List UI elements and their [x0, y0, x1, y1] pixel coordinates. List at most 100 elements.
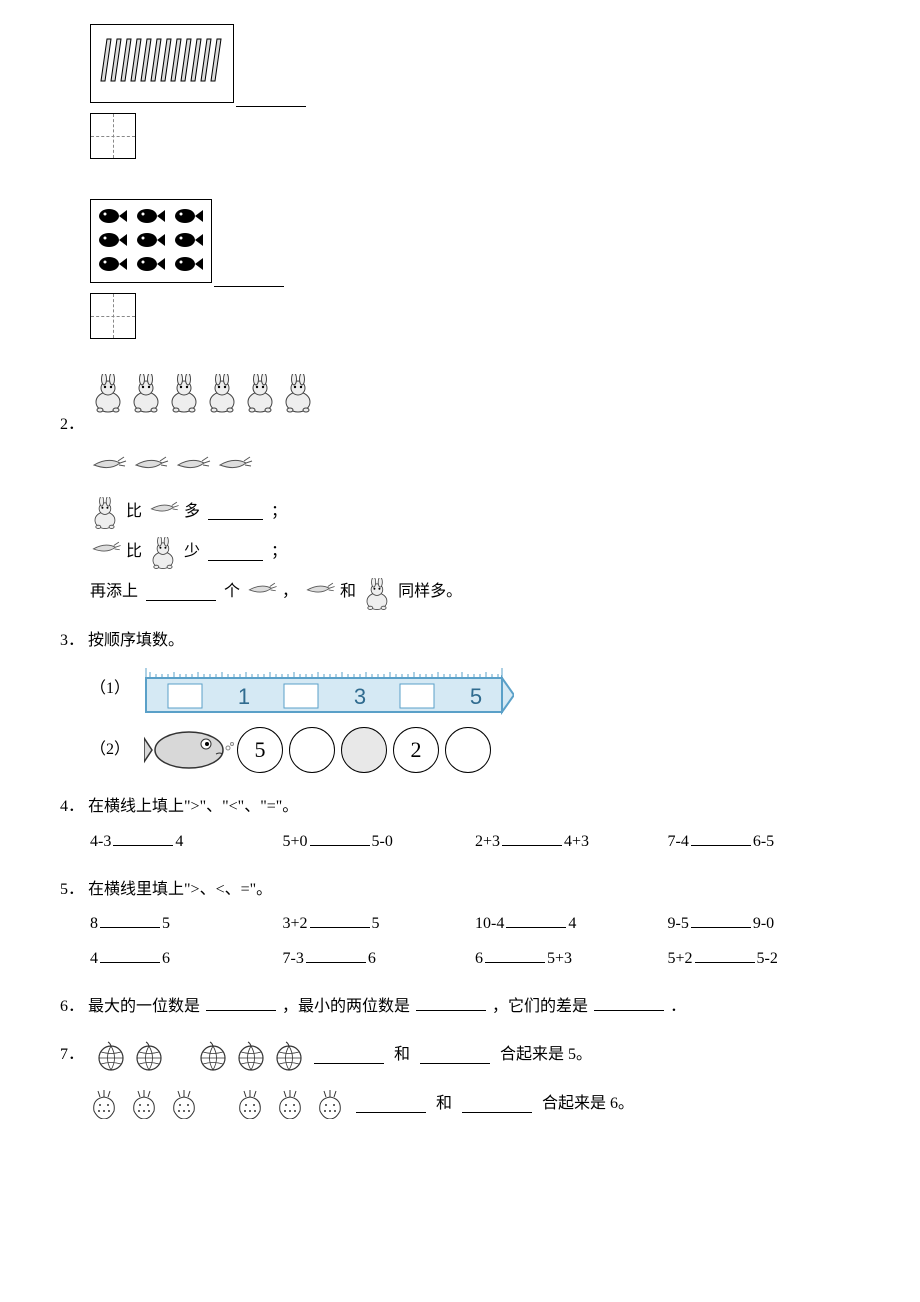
q5-blank[interactable] — [306, 946, 366, 963]
expr: 7-4 — [668, 833, 689, 850]
q2-line1: 比 多 ； — [90, 497, 860, 527]
fish-icon — [173, 206, 205, 228]
q2-blank-2[interactable] — [208, 544, 263, 561]
q6-blank-1[interactable] — [206, 994, 276, 1011]
semicolon: ； — [271, 537, 287, 567]
strawberry-icon — [314, 1089, 346, 1119]
q3-title: 按顺序填数。 — [88, 632, 184, 649]
q2-number: 2． — [60, 416, 84, 433]
text: 个 — [224, 577, 240, 607]
expr: 5+0 — [283, 833, 308, 850]
pencils-icon — [97, 31, 227, 85]
text: 最大的一位数是 — [88, 998, 200, 1015]
q5-blank[interactable] — [695, 946, 755, 963]
q3: 3． 按顺序填数。 （1） 1 3 5 — [60, 626, 860, 774]
q6-number: 6． — [60, 998, 84, 1015]
q4-blank[interactable] — [502, 829, 562, 846]
carrot-icon — [148, 497, 178, 527]
q5-row2: 46 7-36 65+3 5+25-2 — [90, 944, 860, 974]
carrot-icon — [216, 451, 252, 487]
text: 和 — [340, 577, 356, 607]
q6-blank-3[interactable] — [594, 994, 664, 1011]
fish-icon — [173, 230, 205, 252]
text-duo: 多 — [184, 497, 200, 527]
expr: 6 — [368, 950, 376, 967]
q5-number: 5． — [60, 881, 84, 898]
q2-line2: 比 少 ； — [90, 537, 860, 567]
text: 同样多。 — [398, 577, 462, 607]
bigfish-icon — [144, 726, 234, 774]
fish-icon — [135, 206, 167, 228]
rabbit-icon — [128, 374, 164, 410]
expr: 2+3 — [475, 833, 500, 850]
q4-blank[interactable] — [113, 829, 173, 846]
q3-sub1-label: （1） — [90, 674, 144, 704]
q3-sub1: （1） 1 3 5 — [90, 662, 860, 716]
q1-fish — [60, 195, 860, 356]
q1-pencils-answer-grid[interactable] — [90, 113, 136, 159]
q5-blank[interactable] — [691, 911, 751, 928]
q2-blank-1[interactable] — [208, 503, 263, 520]
q1-fish-answer-grid[interactable] — [90, 293, 136, 339]
q6: 6． 最大的一位数是 ，最小的两位数是 ，它们的差是 ． — [60, 992, 860, 1022]
semicolon: ； — [271, 497, 287, 527]
expr: 4 — [175, 833, 183, 850]
q5-blank[interactable] — [485, 946, 545, 963]
q4-title: 在横线上填上">"、"<"、"="。 — [88, 798, 298, 815]
fish-icon — [97, 254, 129, 276]
q2-blank-3[interactable] — [146, 584, 216, 601]
q5-blank[interactable] — [506, 911, 566, 928]
rabbit-icon — [90, 497, 120, 527]
q4-blank[interactable] — [691, 829, 751, 846]
expr: 4-3 — [90, 833, 111, 850]
rabbit-icon — [166, 374, 202, 410]
q5-row1: 85 3+25 10-44 9-59-0 — [90, 909, 860, 939]
strawberry-icon — [88, 1089, 120, 1119]
text-bi: 比 — [126, 497, 142, 527]
rabbit-icon — [90, 374, 126, 410]
expr: 5-2 — [757, 950, 778, 967]
expr: 10-4 — [475, 915, 504, 932]
circle-blank[interactable] — [289, 727, 335, 773]
ruler-label-5: 5 — [470, 684, 482, 709]
expr: 5 — [372, 915, 380, 932]
q5-blank[interactable] — [100, 946, 160, 963]
text: ， — [282, 577, 298, 607]
q4-blank[interactable] — [310, 829, 370, 846]
ruler-icon: 1 3 5 — [144, 662, 514, 716]
pencils-box — [90, 24, 234, 103]
q4: 4． 在横线上填上">"、"<"、"="。 4-34 5+05-0 2+34+3… — [60, 792, 860, 857]
q5-blank[interactable] — [100, 911, 160, 928]
q3-sub2-label: （2） — [90, 735, 144, 765]
expr: 9-0 — [753, 915, 774, 932]
rabbit-icon — [242, 374, 278, 410]
q3-sub2: （2） 5 2 — [90, 726, 860, 774]
expr: 4 — [568, 915, 576, 932]
q7-blank-c[interactable] — [356, 1096, 426, 1113]
expr: 4 — [90, 950, 98, 967]
rabbit-icon — [280, 374, 316, 410]
circle-blank[interactable] — [341, 727, 387, 773]
q7-blank-d[interactable] — [462, 1096, 532, 1113]
circle-blank[interactable] — [445, 727, 491, 773]
q6-blank-2[interactable] — [416, 994, 486, 1011]
q7-blank-a[interactable] — [314, 1047, 384, 1064]
rabbit-icon — [204, 374, 240, 410]
fish-icon — [173, 254, 205, 276]
q1-pencils-blank[interactable] — [236, 90, 306, 107]
carrot-icon — [132, 451, 168, 487]
text-bi: 比 — [126, 537, 142, 567]
q5-blank[interactable] — [310, 911, 370, 928]
q5-title: 在横线里填上">、<、="。 — [88, 881, 272, 898]
q4-row: 4-34 5+05-0 2+34+3 7-46-5 — [90, 827, 860, 857]
text-shao: 少 — [184, 537, 200, 567]
rabbit-icon — [148, 537, 178, 567]
q2: 2． 比 多 ； 比 少 ； 再添上 个 ， 和 同样多。 — [60, 374, 860, 608]
text: 和 — [436, 1089, 452, 1119]
q7-number: 7． — [60, 1040, 88, 1070]
text: ，最小的两位数是 — [282, 998, 410, 1015]
rabbits-row — [90, 374, 860, 410]
q1-fish-blank[interactable] — [214, 270, 284, 287]
q7-blank-b[interactable] — [420, 1047, 490, 1064]
q4-number: 4． — [60, 798, 84, 815]
